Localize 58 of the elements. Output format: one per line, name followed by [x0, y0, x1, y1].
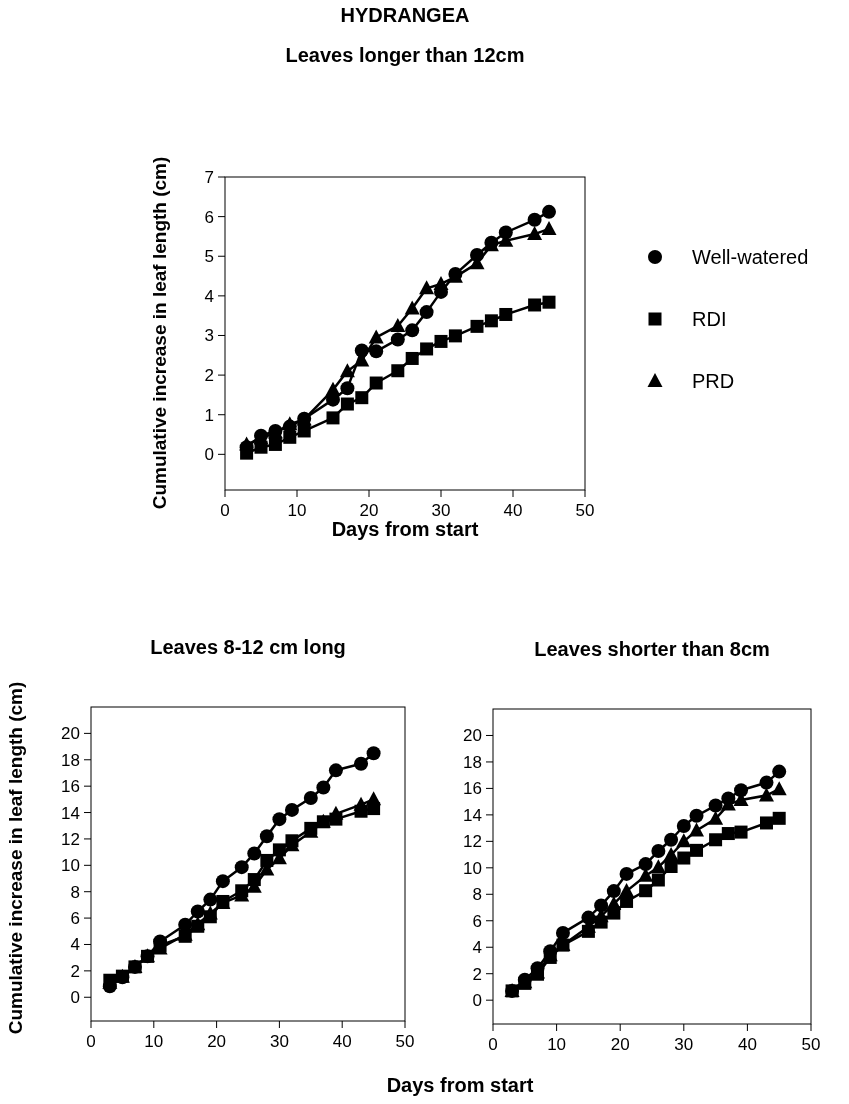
- y-tick-label: 2: [204, 366, 214, 386]
- y-tick-label: 4: [70, 935, 80, 955]
- x-tick-label: 20: [359, 501, 379, 520]
- y-tick-label: 16: [463, 779, 482, 799]
- y-tick-label: 20: [61, 724, 80, 744]
- chart-title: Leaves 8-12 cm long: [150, 636, 346, 658]
- x-tick-label: 30: [674, 1035, 694, 1054]
- y-tick-label: 1: [204, 405, 214, 425]
- legend-label: PRD: [692, 370, 735, 392]
- x-tick-label: 50: [395, 1032, 415, 1051]
- x-tick-label: 0: [86, 1032, 96, 1051]
- y-tick-label: 18: [463, 752, 482, 772]
- y-tick-label: 7: [204, 168, 214, 187]
- x-axis-title: Days from start: [386, 1074, 534, 1096]
- y-tick-label: 6: [70, 909, 80, 929]
- legend-label: Well-watered: [692, 246, 809, 268]
- y-tick-label: 2: [70, 961, 80, 981]
- y-tick-label: 14: [463, 805, 482, 825]
- y-tick-label: 4: [472, 938, 482, 958]
- x-tick-label: 40: [503, 501, 523, 520]
- x-tick-label: 20: [610, 1035, 630, 1054]
- y-tick-label: 20: [463, 726, 482, 746]
- y-tick-label: 10: [61, 856, 80, 876]
- y-axis-title: Cumulative increase in leaf length (cm): [149, 156, 170, 510]
- y-tick-label: 16: [61, 777, 80, 797]
- x-tick-label: 0: [220, 501, 230, 520]
- y-tick-label: 0: [70, 988, 80, 1008]
- chart-title: HYDRANGEA: [340, 4, 470, 26]
- x-axis-title: Days from start: [331, 518, 479, 540]
- y-tick-label: 2: [472, 964, 482, 984]
- y-tick-label: 3: [204, 326, 214, 346]
- x-tick-label: 50: [575, 501, 595, 520]
- y-axis-title: Cumulative increase in leaf length (cm): [5, 681, 26, 1035]
- y-tick-label: 0: [472, 991, 482, 1011]
- y-tick-label: 14: [61, 803, 80, 823]
- x-tick-label: 40: [332, 1032, 352, 1051]
- x-tick-label: 0: [488, 1035, 498, 1054]
- x-tick-label: 50: [801, 1035, 821, 1054]
- x-tick-label: 30: [269, 1032, 289, 1051]
- y-tick-label: 12: [61, 829, 80, 849]
- y-tick-label: 8: [472, 885, 482, 905]
- y-tick-label: 4: [204, 286, 214, 306]
- y-tick-label: 18: [61, 750, 80, 770]
- x-tick-label: 10: [547, 1035, 567, 1054]
- x-tick-label: 40: [737, 1035, 757, 1054]
- legend-label: RDI: [692, 308, 727, 330]
- chart-subtitle: Leaves longer than 12cm: [285, 44, 525, 66]
- y-tick-label: 6: [472, 911, 482, 931]
- y-tick-label: 0: [204, 445, 214, 465]
- y-tick-label: 12: [463, 832, 482, 852]
- y-tick-label: 10: [463, 858, 482, 878]
- x-tick-label: 10: [287, 501, 307, 520]
- x-tick-label: 10: [144, 1032, 164, 1051]
- x-tick-label: 30: [431, 501, 451, 520]
- chart-title: Leaves shorter than 8cm: [534, 638, 770, 660]
- y-tick-label: 5: [204, 247, 214, 267]
- y-tick-label: 6: [204, 207, 214, 227]
- y-tick-label: 8: [70, 882, 80, 902]
